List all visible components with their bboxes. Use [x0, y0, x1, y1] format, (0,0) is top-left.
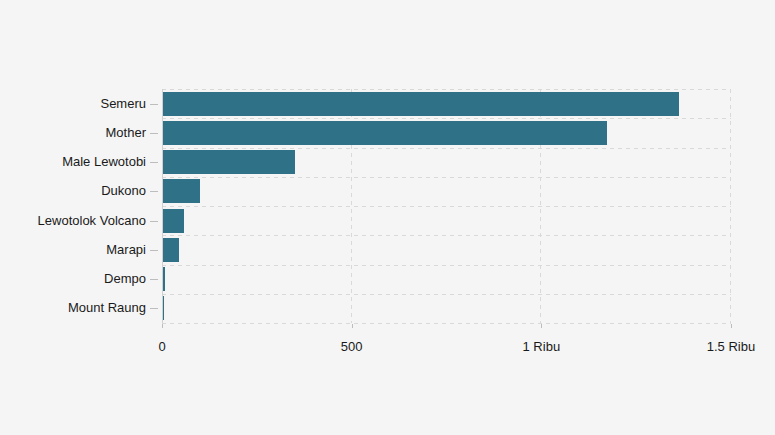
y-axis-label: Dempo — [0, 271, 146, 287]
y-tick-mark — [150, 104, 158, 105]
y-axis-label: Male Lewotobi — [0, 154, 146, 170]
bar-mother — [163, 121, 607, 145]
bar-dukono — [163, 179, 200, 203]
bar-chart: Semeru Mother Male Lewotobi Dukono Lewotolok… — [0, 0, 775, 435]
x-axis-tick-label: 1.5 Ribu — [671, 339, 775, 355]
gridline-horizontal — [162, 177, 731, 178]
x-tick-mark — [731, 324, 732, 328]
y-axis-label: Mother — [0, 125, 146, 141]
y-axis-label: Lewotolok Volcano — [0, 213, 146, 229]
x-tick-mark — [352, 324, 353, 328]
x-axis-tick-label: 500 — [292, 339, 412, 355]
y-tick-mark — [150, 221, 158, 222]
x-tick-mark — [541, 324, 542, 328]
y-axis-label: Mount Raung — [0, 300, 146, 316]
y-tick-mark — [150, 250, 158, 251]
bar-male-lewotobi — [163, 150, 295, 174]
plot-area — [162, 89, 731, 323]
y-tick-mark — [150, 279, 158, 280]
bar-lewotolok-volcano — [163, 209, 184, 233]
x-axis-tick-label: 1 Ribu — [481, 339, 601, 355]
gridline-horizontal — [162, 294, 731, 295]
y-axis-label: Marapi — [0, 242, 146, 258]
y-tick-mark — [150, 133, 158, 134]
bar-dempo — [163, 267, 165, 291]
gridline-horizontal — [162, 89, 731, 90]
bar-marapi — [163, 238, 179, 262]
gridline-vertical — [730, 89, 731, 323]
gridline-horizontal — [162, 118, 731, 119]
x-tick-mark — [162, 324, 163, 328]
gridline-horizontal — [162, 148, 731, 149]
y-tick-mark — [150, 162, 158, 163]
gridline-horizontal — [162, 265, 731, 266]
gridline-horizontal — [162, 323, 731, 324]
gridline-horizontal — [162, 206, 731, 207]
y-tick-mark — [150, 308, 158, 309]
bar-semeru — [163, 92, 679, 116]
x-axis-tick-label: 0 — [102, 339, 222, 355]
gridline-horizontal — [162, 235, 731, 236]
y-tick-mark — [150, 191, 158, 192]
y-axis-label: Semeru — [0, 96, 146, 112]
y-axis-label: Dukono — [0, 183, 146, 199]
